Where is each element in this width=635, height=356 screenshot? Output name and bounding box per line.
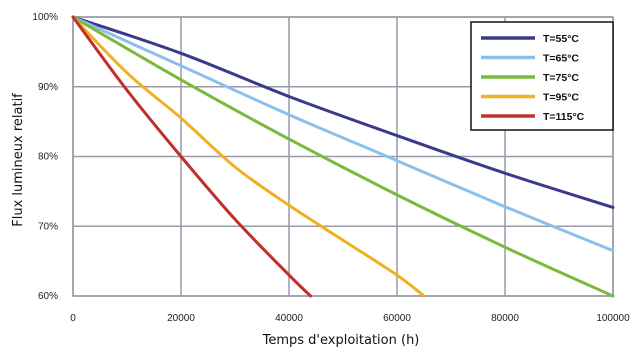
y-tick-label: 80% <box>38 152 58 163</box>
series-line-1 <box>71 15 615 209</box>
legend-label: T=65°C <box>543 53 579 65</box>
x-axis-title: Temps d'exploitation (h) <box>262 333 420 348</box>
x-tick-label: 0 <box>70 313 76 324</box>
y-tick-label: 90% <box>38 82 58 93</box>
x-tick-label: 80000 <box>491 313 519 324</box>
series-line-2 <box>71 15 615 253</box>
x-tick-label: 40000 <box>275 313 303 324</box>
tick-labels: 60% 70% 80% 90% 100% 0 20000 40000 60000 80000 100… <box>32 12 630 324</box>
y-tick-label: 60% <box>38 291 58 302</box>
legend: T=55°C T=65°C T=75°C T=95°C T=115°C <box>470 21 614 131</box>
legend-label: T=95°C <box>543 92 579 104</box>
legend-label: T=75°C <box>543 72 579 84</box>
x-tick-label: 20000 <box>167 313 195 324</box>
legend-label: T=115°C <box>543 111 585 123</box>
y-tick-label: 100% <box>32 12 58 23</box>
legend-label: T=55°C <box>543 33 579 45</box>
series-line-4 <box>71 15 426 298</box>
series-lines <box>71 15 615 298</box>
series-line-3 <box>71 15 615 298</box>
x-tick-label: 60000 <box>383 313 411 324</box>
y-tick-label: 70% <box>38 221 58 232</box>
series-line-5 <box>71 15 313 298</box>
y-axis-title: Flux lumineux relatif <box>11 93 26 227</box>
x-tick-label: 100000 <box>596 313 630 324</box>
